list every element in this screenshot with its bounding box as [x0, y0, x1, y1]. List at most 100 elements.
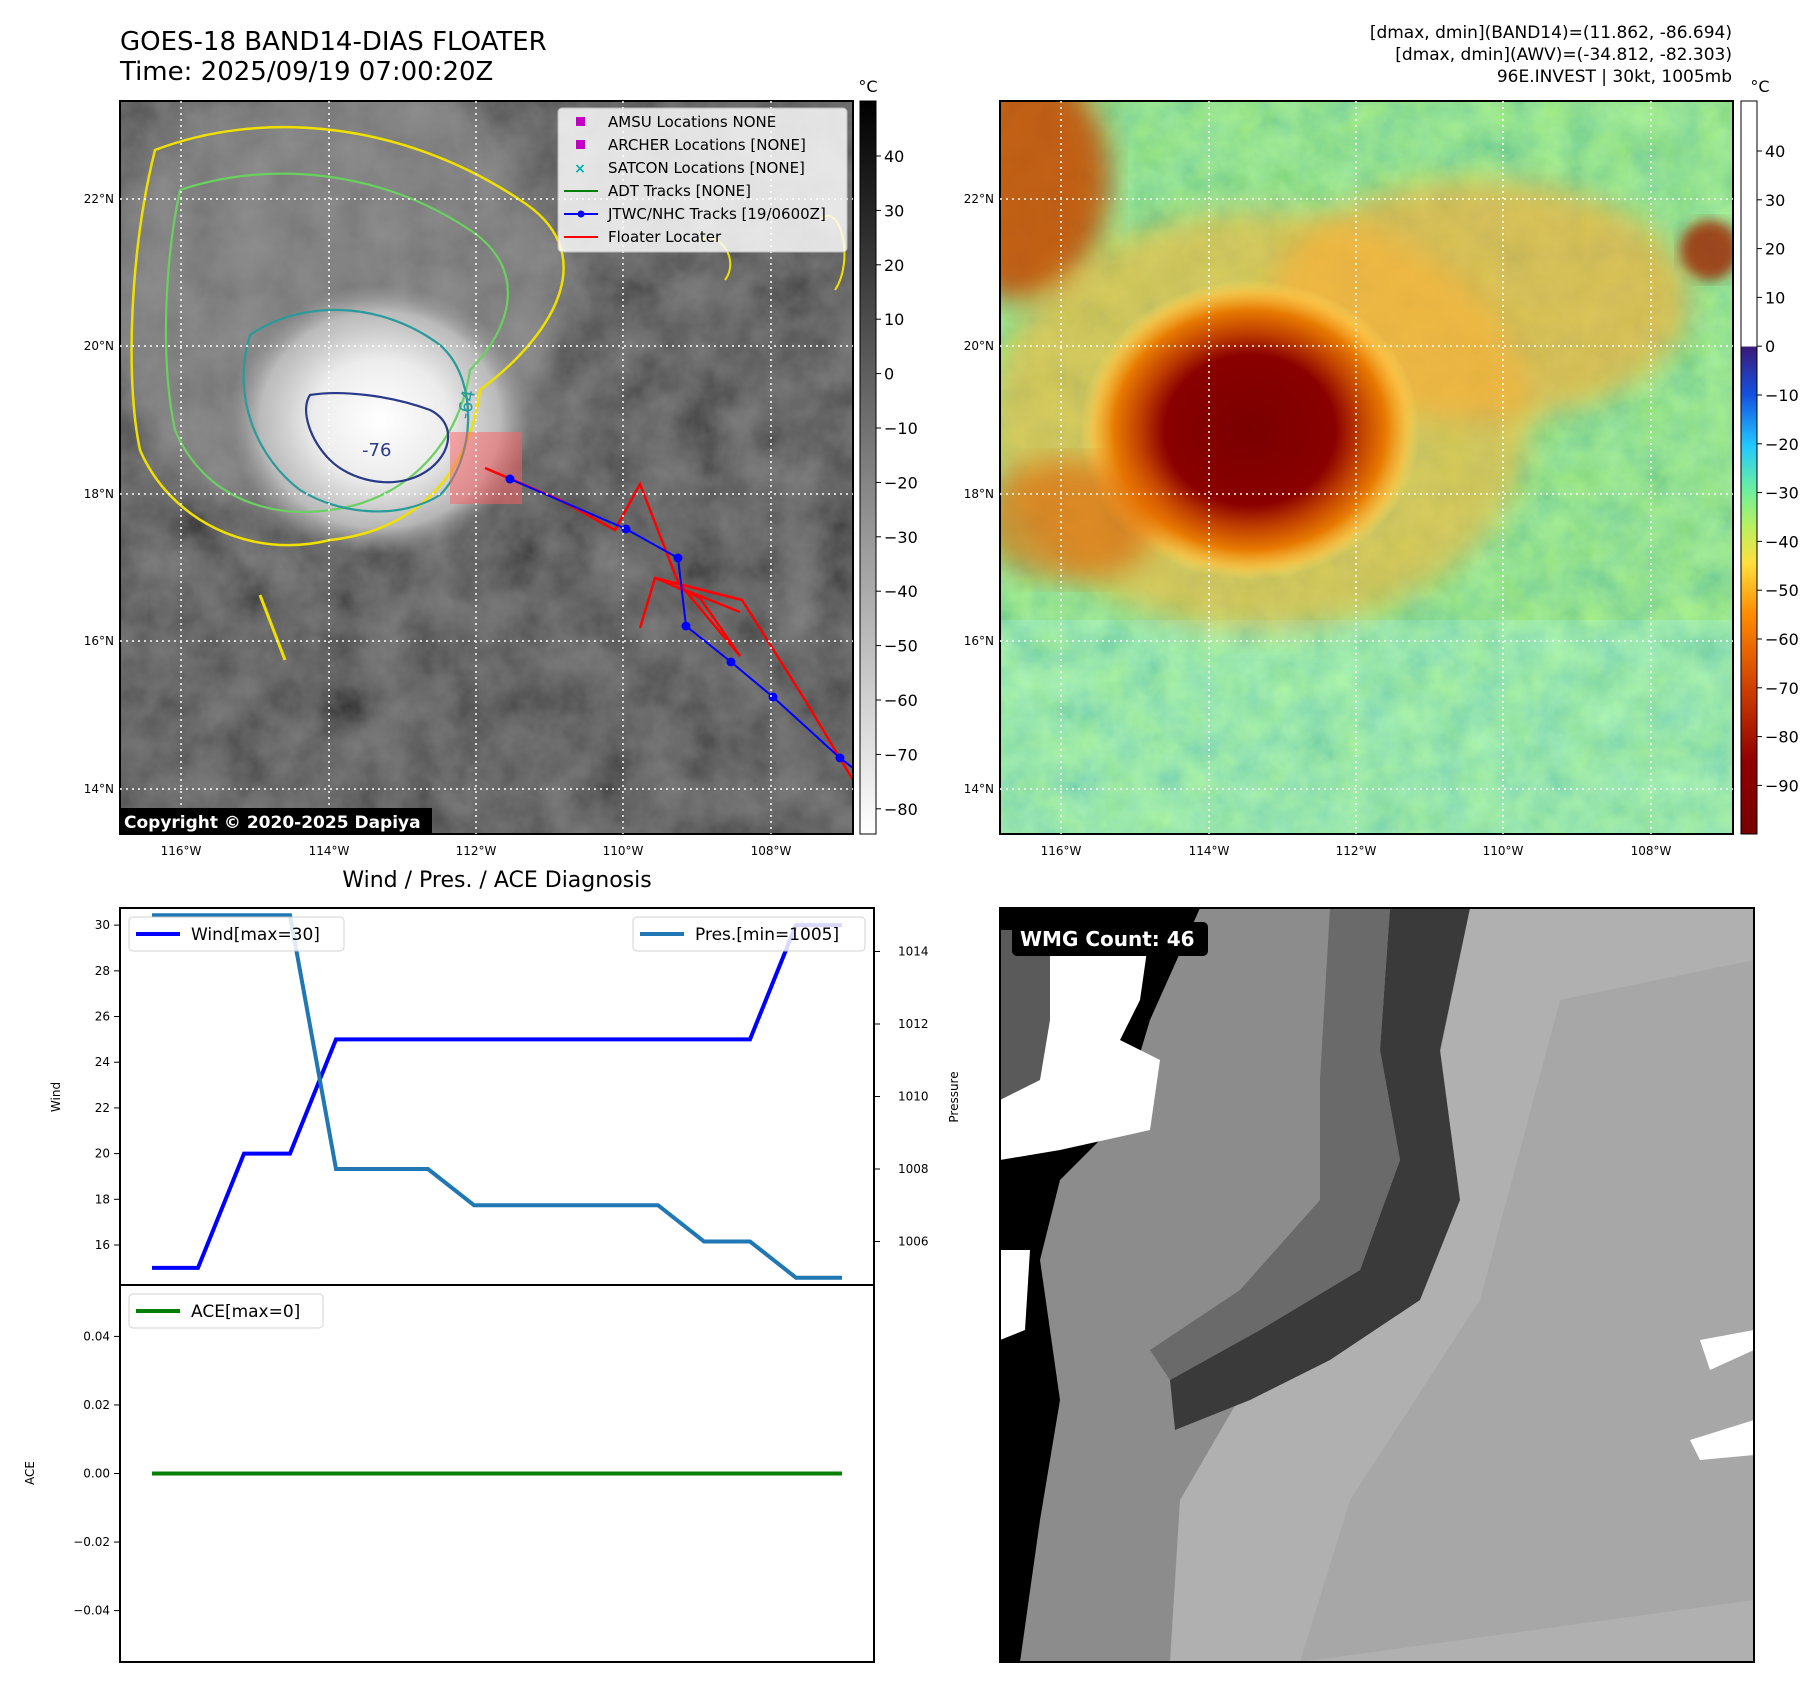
ace-ticks: 0.04 0.02 0.00 −0.02 −0.04: [73, 1329, 120, 1618]
figure-title: GOES-18 BAND14-DIAS FLOATER: [120, 27, 547, 57]
wv-gridlines: [1000, 101, 1733, 834]
wv-colorbar-tick-label: 10: [1765, 288, 1785, 307]
ace-tick-label: 0.02: [83, 1398, 110, 1412]
jtwc-track-point: [835, 753, 845, 763]
ir-lon-tick: 114°W: [309, 844, 350, 858]
jtwc-track-point: [673, 553, 683, 563]
legend-label: JTWC/NHC Tracks [19/0600Z]: [607, 205, 826, 223]
ir-lat-tick: 14°N: [84, 782, 114, 796]
ir-lon-tick: 110°W: [603, 844, 644, 858]
ir-colorbar-tick-label: 40: [884, 147, 904, 166]
pressure-tick-label: 1008: [898, 1162, 929, 1176]
ir-colorbar-tick-label: −10: [884, 419, 918, 438]
wind-axis-label: Wind: [49, 1082, 63, 1112]
wind-ticks: 30 28 26 24 22 20 18 16: [95, 918, 120, 1252]
ir-lat-tick: 18°N: [84, 487, 114, 501]
wv-lat-tick-labels: 22°N 20°N 18°N 16°N 14°N: [964, 192, 994, 796]
pressure-legend-label: Pres.[min=1005]: [695, 925, 839, 945]
wind-tick-label: 16: [95, 1238, 110, 1252]
wv-colorbar: [1740, 100, 1758, 835]
jtwc-track-point: [726, 657, 736, 667]
contour-label-64: -64: [454, 388, 480, 421]
wv-dry-core: [1080, 280, 1420, 580]
wind-tick-label: 30: [95, 918, 110, 932]
wmg-panel-frame: [999, 907, 1755, 1663]
jtwc-track-point: [681, 621, 691, 631]
wmg-count-box: [1012, 922, 1208, 956]
ace-tick-label: −0.04: [73, 1604, 110, 1618]
wmg-count-label: WMG Count: 46: [1020, 927, 1195, 951]
ace-tick-label: 0.04: [83, 1329, 110, 1343]
contour-yellow: [130, 125, 565, 547]
wv-dry-spot: [1680, 220, 1733, 280]
wv-colorbar-ticks: 40 30 20 10 0 −10 −20 −30 −40 −50 −60 −70 −80 −90: [1757, 142, 1799, 795]
pressure-tick-label: 1012: [898, 1017, 929, 1031]
ir-panel-frame: [119, 100, 854, 835]
legend-marker-x: ×: [574, 161, 586, 177]
ir-legend-frame: [557, 107, 848, 253]
wv-colorbar-tick-label: −60: [1765, 630, 1799, 649]
wv-lat-tick: 16°N: [964, 634, 994, 648]
jtwc-nhc-track-points: [505, 474, 845, 763]
ace-tick-label: 0.00: [83, 1467, 110, 1481]
copyright-text: Copyright © 2020-2025 Dapiya: [124, 813, 421, 833]
ace-tick-label: −0.02: [73, 1535, 110, 1549]
wind-tick-label: 26: [95, 1010, 110, 1024]
ir-lat-tick: 16°N: [84, 634, 114, 648]
ir-colorbar-tick-label: 10: [884, 310, 904, 329]
legend-marker-square: [576, 140, 585, 149]
wind-legend-frame: [128, 916, 345, 952]
wind-tick-label: 28: [95, 964, 110, 978]
ir-colorbar-tick-label: 20: [884, 256, 904, 275]
legend-label: ARCHER Locations [NONE]: [608, 136, 806, 154]
ace-legend-label: ACE[max=0]: [191, 1302, 300, 1322]
jtwc-track-point: [768, 692, 778, 702]
pressure-tick-label: 1014: [898, 945, 929, 959]
ir-legend: AMSU Locations NONE ARCHER Locations [NON…: [557, 107, 848, 253]
wv-lon-tick-labels: 116°W 114°W 112°W 110°W 108°W: [1041, 844, 1672, 858]
ir-colorbar-tick-label: 0: [884, 365, 894, 384]
ir-lon-tick: 108°W: [751, 844, 792, 858]
ir-lat-tick: 20°N: [84, 339, 114, 353]
contour-label-76: -76: [362, 440, 391, 461]
wv-lat-tick: 22°N: [964, 192, 994, 206]
wv-colorbar-tick-label: 20: [1765, 240, 1785, 259]
ace-legend-frame: [128, 1293, 324, 1329]
ace-axis-label: ACE: [23, 1461, 37, 1485]
wv-colorbar-unit: °C: [1750, 77, 1769, 96]
jtwc-track-point: [505, 474, 515, 484]
wind-series-line: [152, 923, 842, 1270]
wmg-white-patch-3: [1700, 1330, 1754, 1370]
wv-colorbar-tick-label: 40: [1765, 142, 1785, 161]
contour-yellow-fragment: [258, 594, 287, 661]
pressure-ticks: 1014 1012 1010 1008 1006: [874, 945, 929, 1249]
wv-dry-nw: [1000, 101, 1110, 300]
legend-label: Floater Locater: [608, 228, 722, 246]
legend-label: AMSU Locations NONE: [608, 113, 776, 131]
wv-lat-tick: 20°N: [964, 339, 994, 353]
wind-legend: Wind[max=30]: [128, 916, 345, 952]
band14-range: [dmax, dmin](BAND14)=(11.862, -86.694): [1370, 23, 1732, 43]
ir-colorbar-ticks: 40 30 20 10 0 −10 −20 −30 −40 −50 −60 −70 −80: [876, 147, 918, 819]
ir-colorbar-unit: °C: [858, 77, 877, 96]
wv-lon-tick: 116°W: [1041, 844, 1082, 858]
ir-colorbar-tick-label: −60: [884, 691, 918, 710]
wv-colorbar-tick-label: −50: [1765, 581, 1799, 600]
pressure-series-line: [152, 913, 842, 1280]
ir-colorbar-tick-label: −50: [884, 637, 918, 656]
awv-range: [dmax, dmin](AWV)=(-34.812, -82.303): [1395, 45, 1732, 65]
legend-marker-square: [576, 117, 585, 126]
ir-lon-tick: 112°W: [456, 844, 497, 858]
wv-colorbar-tick-label: −30: [1765, 484, 1799, 503]
wmg-white-patch-4: [1690, 1420, 1754, 1460]
jtwc-nhc-track: [509, 478, 853, 769]
wv-lon-tick: 114°W: [1189, 844, 1230, 858]
wind-tick-label: 24: [95, 1055, 110, 1069]
contour-teal: [242, 308, 470, 513]
pressure-legend: Pres.[min=1005]: [632, 916, 866, 952]
ir-lat-tick-labels: 22°N 20°N 18°N 16°N 14°N: [84, 192, 114, 796]
wind-pressure-chart-frame: [119, 907, 875, 1286]
wv-panel-frame: [999, 100, 1734, 835]
diagnosis-title: Wind / Pres. / ACE Diagnosis: [342, 868, 651, 893]
wv-colorbar-tick-label: −70: [1765, 679, 1799, 698]
